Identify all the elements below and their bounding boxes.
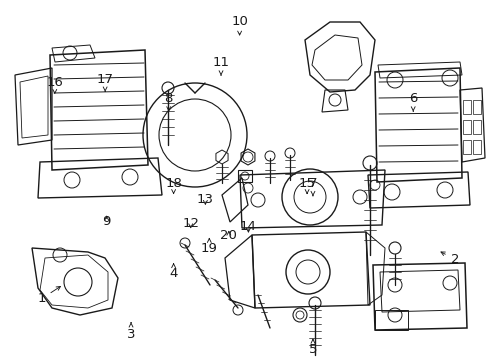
Text: 12: 12	[182, 217, 199, 230]
Text: 16: 16	[46, 76, 63, 93]
Text: 9: 9	[102, 215, 111, 228]
Text: 14: 14	[240, 220, 256, 233]
Text: 4: 4	[169, 264, 178, 280]
Text: 1: 1	[37, 287, 61, 305]
Text: 13: 13	[197, 193, 213, 206]
Text: 2: 2	[440, 252, 458, 266]
Text: 7: 7	[308, 177, 317, 196]
Text: 17: 17	[97, 73, 113, 91]
Text: 11: 11	[212, 57, 229, 75]
Text: 19: 19	[201, 239, 217, 255]
Text: 15: 15	[298, 177, 315, 193]
Text: 8: 8	[164, 93, 173, 111]
Text: 5: 5	[308, 339, 317, 356]
Text: 3: 3	[126, 323, 135, 341]
Text: 6: 6	[408, 93, 417, 111]
Text: 20: 20	[220, 229, 237, 242]
Text: 18: 18	[165, 177, 182, 193]
Text: 10: 10	[231, 15, 247, 35]
